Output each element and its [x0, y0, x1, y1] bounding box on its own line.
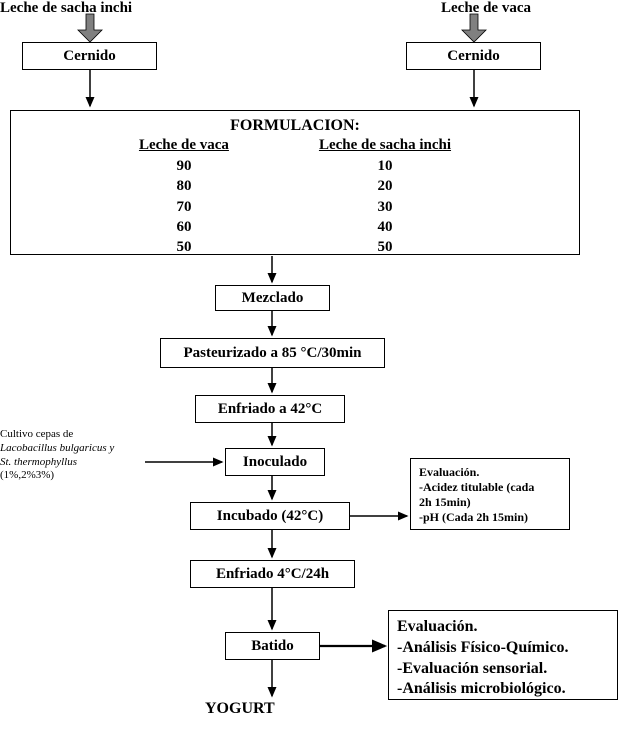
table-row: 40 [319, 217, 451, 237]
step-incubado: Incubado (42°C) [190, 502, 350, 530]
table-row: 10 [319, 156, 451, 176]
eval-big-l1: Evaluación. [397, 617, 609, 638]
step-batido-label: Batido [251, 638, 294, 655]
step-mezclado-label: Mezclado [242, 290, 304, 307]
table-row: 70 [139, 197, 229, 217]
step-pasteurizado: Pasteurizado a 85 °C/30min [160, 338, 385, 368]
eval-small-l1: Evaluación. [419, 465, 561, 480]
eval-small-box: Evaluación. -Acidez titulable (cada 2h 1… [410, 458, 570, 530]
final-output: YOGURT [205, 700, 275, 718]
cultivo-l1: Cultivo cepas de [0, 428, 140, 442]
step-incubado-label: Incubado (42°C) [217, 508, 323, 525]
step-mezclado: Mezclado [215, 285, 330, 311]
formulation-title: FORMULACION: [21, 117, 569, 135]
eval-small-l2: -Acidez titulable (cada [419, 480, 561, 495]
cultivo-note: Cultivo cepas de Lacobacillus bulgaricus… [0, 428, 140, 483]
box-cernido-left: Cernido [22, 42, 157, 70]
table-row: 20 [319, 176, 451, 196]
formulation-col-sacha-header: Leche de sacha inchi [319, 137, 451, 154]
step-pasteurizado-label: Pasteurizado a 85 °C/30min [183, 345, 361, 362]
eval-big-l4: -Análisis microbiológico. [397, 679, 609, 700]
table-row: 80 [139, 176, 229, 196]
step-inoculado: Inoculado [225, 448, 325, 476]
table-row: 60 [139, 217, 229, 237]
eval-small-l3: 2h 15min) [419, 495, 561, 510]
table-row: 90 [139, 156, 229, 176]
formulation-col-vaca: Leche de vaca 90 80 70 60 50 [139, 137, 229, 257]
formulation-col-vaca-values: 90 80 70 60 50 [139, 156, 229, 257]
arrow-heading-right [462, 14, 486, 42]
label-cernido-left: Cernido [63, 48, 116, 65]
formulation-box: FORMULACION: Leche de vaca 90 80 70 60 5… [10, 110, 580, 255]
label-cernido-right: Cernido [447, 48, 500, 65]
formulation-col-sacha: Leche de sacha inchi 10 20 30 40 50 [319, 137, 451, 257]
heading-vaca: Leche de vaca [441, 0, 531, 17]
step-enfriado4: Enfriado 4°C/24h [190, 560, 355, 588]
box-cernido-right: Cernido [406, 42, 541, 70]
step-inoculado-label: Inoculado [243, 454, 307, 471]
step-enfriado42: Enfriado a 42°C [195, 395, 345, 423]
step-enfriado42-label: Enfriado a 42°C [218, 401, 322, 418]
step-enfriado4-label: Enfriado 4°C/24h [216, 566, 329, 583]
cultivo-l2: Lacobacillus bulgaricus y [0, 442, 140, 456]
eval-big-box: Evaluación. -Análisis Físico-Químico. -E… [388, 610, 618, 700]
eval-big-l2: -Análisis Físico-Químico. [397, 638, 609, 659]
heading-sacha-inchi: Leche de sacha inchi [0, 0, 132, 17]
eval-small-l4: -pH (Cada 2h 15min) [419, 510, 561, 525]
formulation-col-sacha-values: 10 20 30 40 50 [319, 156, 451, 257]
table-row: 50 [139, 237, 229, 257]
eval-big-l3: -Evaluación sensorial. [397, 659, 609, 680]
step-batido: Batido [225, 632, 320, 660]
table-row: 30 [319, 197, 451, 217]
table-row: 50 [319, 237, 451, 257]
cultivo-l4: (1%,2%3%) [0, 469, 140, 483]
arrow-heading-left [78, 14, 102, 42]
cultivo-l3: St. thermophyllus [0, 456, 140, 470]
formulation-col-vaca-header: Leche de vaca [139, 137, 229, 154]
